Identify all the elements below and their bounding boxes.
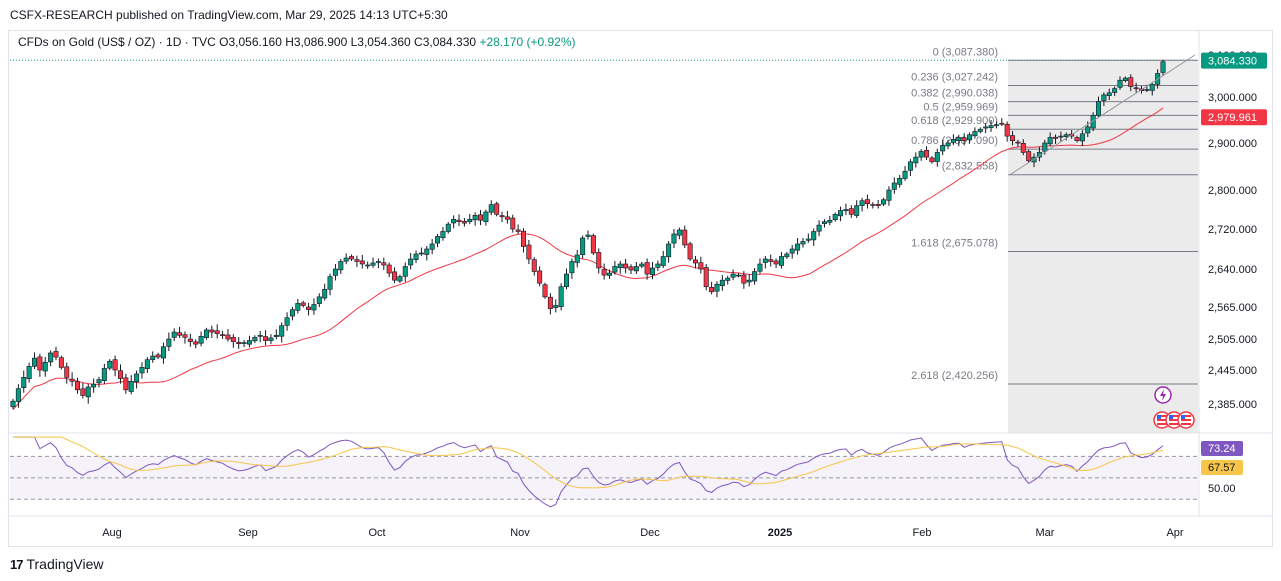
brand-text: TradingView xyxy=(26,556,104,572)
ohlc-close: C3,084.330 xyxy=(414,35,477,49)
ohlc-low: L3,054.360 xyxy=(350,35,411,49)
price-change: +28.170 (+0.92%) xyxy=(479,35,576,49)
chart-frame xyxy=(8,30,1273,547)
tradingview-brand[interactable]: 17 TradingView xyxy=(10,556,104,572)
ohlc-high: H3,086.900 xyxy=(285,35,348,49)
symbol-legend: CFDs on Gold (US$ / OZ) · 1D · TVC O3,05… xyxy=(18,35,576,49)
publish-line: CSFX-RESEARCH published on TradingView.c… xyxy=(10,8,448,22)
tradingview-logo-icon: 17 xyxy=(10,556,24,572)
symbol-title[interactable]: CFDs on Gold (US$ / OZ) · 1D · TVC xyxy=(18,35,216,49)
ohlc-open: O3,056.160 xyxy=(219,35,282,49)
